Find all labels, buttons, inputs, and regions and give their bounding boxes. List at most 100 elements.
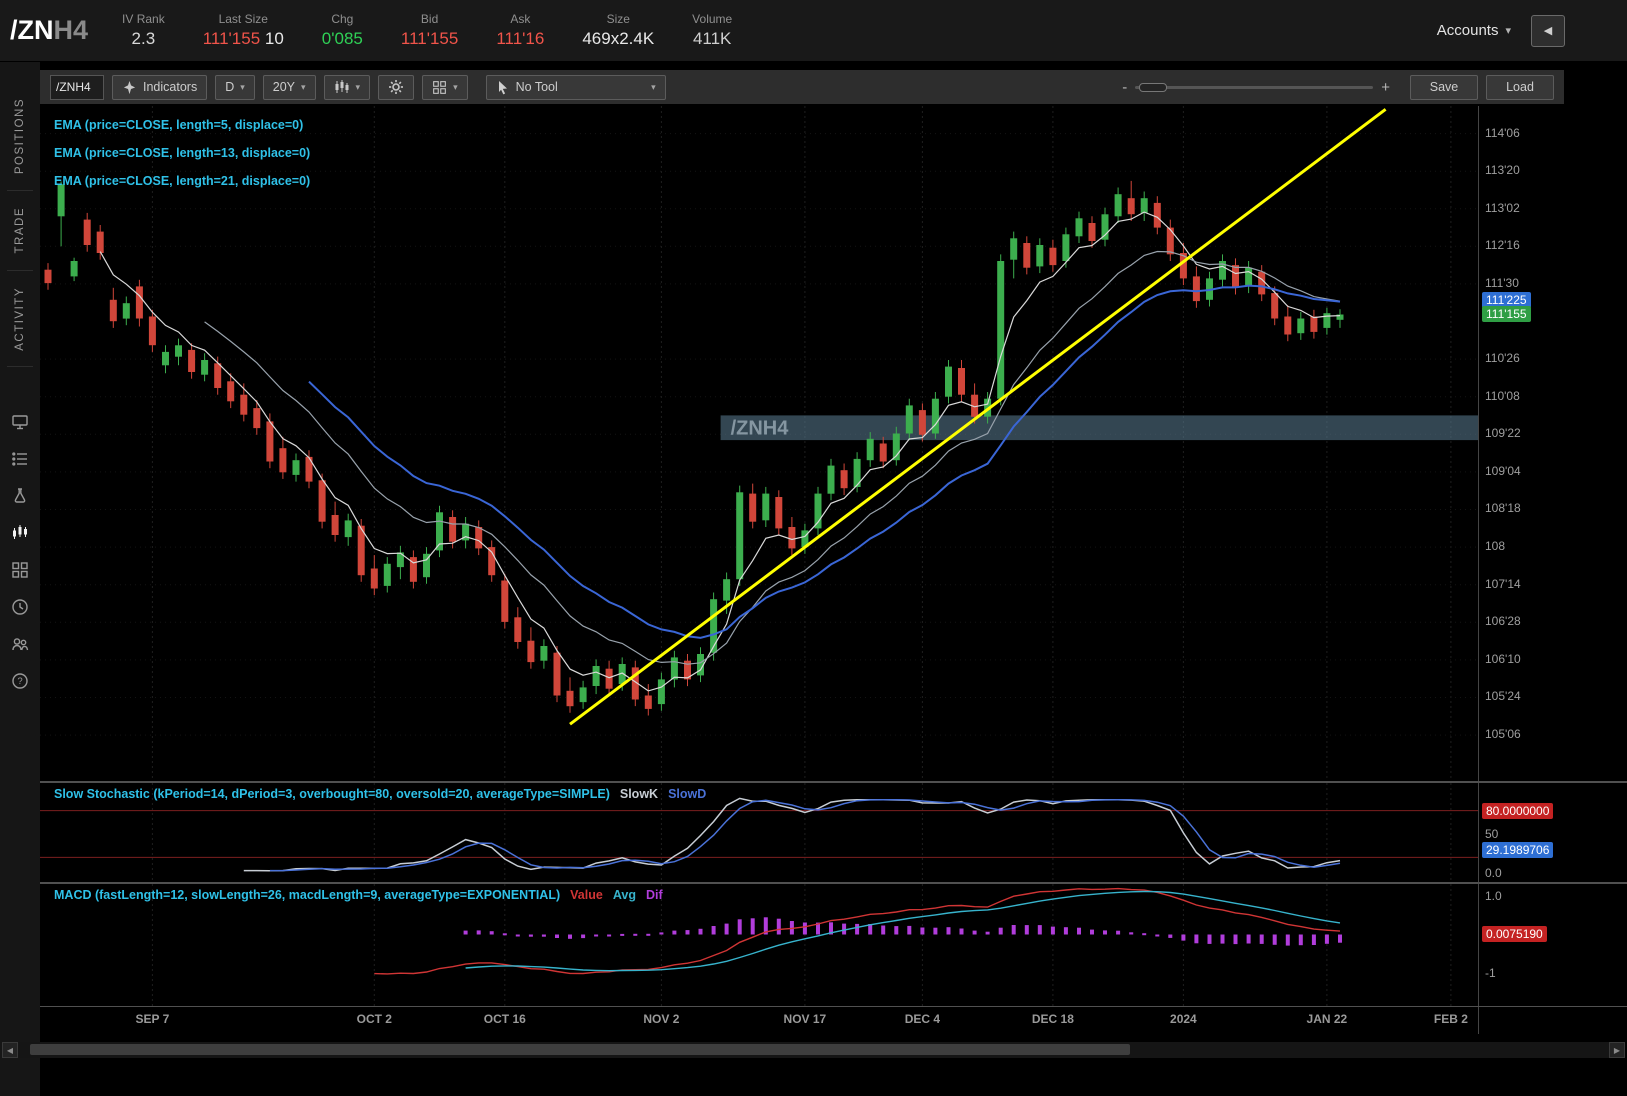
panel-divider[interactable] (40, 882, 1627, 884)
zoom-in-button[interactable]: + (1381, 78, 1390, 96)
grid-icon (433, 80, 446, 94)
stochastic-axis[interactable]: 80.0000000 50 29.1989706 0.0 (1478, 783, 1627, 882)
time-tick-label: NOV 17 (783, 1012, 827, 1026)
legend-slowd: SlowD (668, 787, 707, 801)
header: /ZNH4 IV Rank 2.3 Last Size 111'155 10 Chg 0'… (0, 0, 1627, 62)
legend-value: Value (570, 888, 603, 902)
scroll-right-button[interactable]: ▶ (1609, 1042, 1625, 1058)
price-tick-label: 110'08 (1485, 388, 1520, 403)
field-label: Bid (420, 12, 439, 26)
price-tick-label: 113'20 (1485, 163, 1520, 178)
price-tick-label: 105'06 (1485, 727, 1521, 742)
sidebar-tab-trade[interactable]: TRADE (14, 207, 26, 254)
price-chart[interactable]: /ZNH4 EMA (price=CLOSE, length=5, displa… (40, 106, 1478, 781)
macd-current-bubble: 0.0075190 (1482, 926, 1547, 943)
sidebar-tabs: POSITIONS TRADE ACTIVITY (0, 62, 40, 377)
quote-field-bid: Bid 111'155 (401, 12, 458, 49)
charts-icon[interactable] (9, 522, 31, 544)
time-tick-label: DEC 4 (904, 1012, 941, 1026)
macd-study-label: MACD (fastLength=12, slowLength=26, macd… (54, 888, 663, 902)
field-label: Volume (692, 12, 733, 26)
symbol-input[interactable]: /ZNH4 (50, 74, 104, 100)
time-tick-label: DEC 18 (1031, 1012, 1074, 1026)
price-tick-label: 113'02 (1485, 200, 1520, 215)
chevron-down-icon: ▾ (453, 81, 458, 92)
quote-field-volume: Volume 411K (692, 12, 732, 49)
time-tick-label: JAN 22 (1306, 1012, 1348, 1026)
candlestick-chart-icon (335, 80, 349, 93)
panel-divider[interactable] (40, 781, 1627, 783)
watchlist-icon[interactable] (9, 448, 31, 470)
price-axis[interactable]: 114'06 113'20 113'02 112'16 111'30 110'26 110'… (1478, 106, 1627, 781)
community-icon[interactable] (9, 633, 31, 655)
zoom-out-button[interactable]: - (1122, 78, 1128, 96)
monitor-icon[interactable] (9, 411, 31, 433)
candlestick-plot[interactable]: /ZNH4 (40, 106, 1478, 781)
quote-field-chg: Chg 0'085 (322, 12, 363, 49)
price-tick-label: 111'30 (1485, 275, 1519, 290)
field-label: Chg (331, 12, 354, 26)
gear-icon (389, 80, 404, 94)
chart-type-dropdown[interactable]: ▾ (323, 74, 371, 100)
field-value: 2.3 (131, 29, 156, 48)
macd-panel[interactable]: MACD (fastLength=12, slowLength=26, macd… (40, 884, 1478, 1006)
price-tick-label: 106'28 (1485, 614, 1521, 629)
field-value: 111'155 10 (202, 29, 284, 48)
scroll-thumb[interactable] (30, 1044, 1130, 1055)
zoom-slider-thumb[interactable] (1139, 82, 1168, 92)
macd-legend: Value Avg Dif (560, 888, 663, 902)
time-tick-label: OCT 16 (483, 1012, 526, 1026)
quote-fields: IV Rank 2.3 Last Size 111'155 10 Chg 0'085 Bid… (122, 12, 732, 49)
indicators-button[interactable]: Indicators (112, 74, 208, 100)
field-label: Ask (510, 12, 531, 26)
sidebar-icons: ? (0, 411, 40, 692)
horizontal-scrollbar[interactable]: ◀ ▶ (2, 1042, 1625, 1058)
zoom-slider[interactable] (1135, 82, 1374, 92)
indicators-icon (123, 80, 136, 94)
chevron-down-icon: ▾ (301, 81, 306, 92)
macd-plot (151, 884, 1452, 1006)
scroll-left-button[interactable]: ◀ (2, 1042, 18, 1058)
stoch-bottom-label: 0.0 (1485, 866, 1502, 880)
sidebar-tab-positions[interactable]: POSITIONS (14, 98, 26, 175)
sidebar-separator (7, 190, 33, 192)
field-value: 411K (692, 29, 732, 48)
sidebar-tab-activity[interactable]: ACTIVITY (14, 286, 26, 351)
time-axis[interactable]: SEP 7 OCT 2 OCT 16 NOV 2 NOV 17 DEC 4 DEC 18 20… (40, 1007, 1478, 1034)
chart-grid-dropdown[interactable]: ▾ (422, 74, 468, 100)
timeframe-dropdown[interactable]: D ▾ (215, 74, 255, 100)
price-tick-label: 114'06 (1485, 125, 1520, 140)
chevron-down-icon: ▾ (1505, 25, 1511, 37)
price-tick-label: 106'10 (1485, 651, 1521, 666)
save-button[interactable]: Save (1410, 74, 1478, 100)
help-icon[interactable]: ? (9, 670, 31, 692)
price-tick-label: 109'04 (1485, 463, 1521, 478)
drawing-tool-dropdown[interactable]: No Tool ▾ (485, 74, 666, 100)
stochastic-label-text: Slow Stochastic (kPeriod=14, dPeriod=3, … (54, 787, 610, 801)
macd-axis[interactable]: 1.0 0.0075190 -1 (1478, 884, 1627, 1006)
symbol-title: /ZNH4 (10, 15, 88, 46)
symbol-month: H4 (53, 15, 89, 45)
grid-icon[interactable] (9, 559, 31, 581)
field-value: 0'085 (321, 29, 363, 48)
load-button[interactable]: Load (1486, 74, 1554, 100)
field-label: Last Size (218, 12, 268, 26)
accounts-menu[interactable]: Accounts ▾ (1437, 22, 1511, 39)
stochastic-study-label: Slow Stochastic (kPeriod=14, dPeriod=3, … (54, 787, 706, 801)
quote-field-ask: Ask 111'16 (496, 12, 544, 49)
collapse-panel-button[interactable]: ◀ (1531, 14, 1565, 47)
chevron-down-icon: ▾ (651, 81, 656, 92)
stochastic-panel[interactable]: Slow Stochastic (kPeriod=14, dPeriod=3, … (40, 783, 1478, 882)
last-price-bubble: 111'155 (1482, 306, 1531, 323)
axis-corner (1478, 1007, 1627, 1034)
stochastic-plot (40, 783, 1478, 882)
price-tick-label: 107'14 (1485, 576, 1521, 591)
history-icon[interactable] (9, 596, 31, 618)
symbol-root: /ZN (10, 15, 54, 45)
scroll-track[interactable] (18, 1042, 1609, 1058)
analyze-icon[interactable] (9, 485, 31, 507)
chart-settings-button[interactable] (378, 74, 415, 100)
range-dropdown[interactable]: 20Y ▾ (262, 74, 316, 100)
legend-dif: Dif (645, 888, 663, 902)
